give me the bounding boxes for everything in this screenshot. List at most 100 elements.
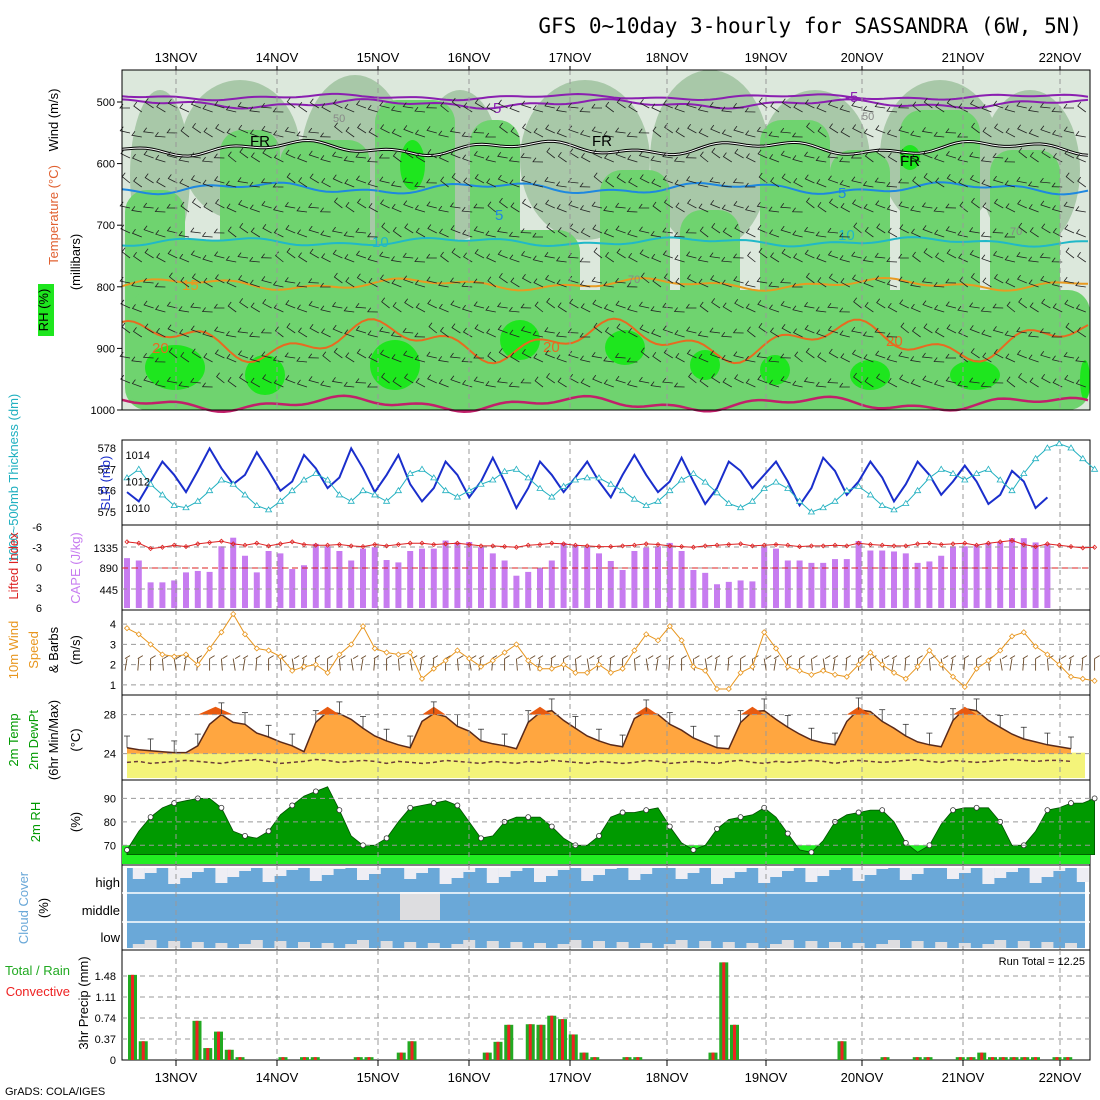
cape-bar-37 [560,542,567,608]
upper-wind-barb-89 [201,232,213,238]
lifted-point-16 [313,542,319,548]
upper-wind-barb-936 [1039,102,1051,109]
upper-wind-barb-306 [414,257,426,263]
date-top-1: 14NOV [256,50,299,65]
cloud-low-gap-51 [722,942,735,948]
cloud-high-gap-37 [557,868,570,870]
date-bottom-3: 16NOV [448,1070,491,1085]
upper-wind-barb-762 [862,256,874,263]
footer-credit: GrADS: COLA/IGES [5,1086,105,1098]
upper-wind-barb-573 [674,329,685,338]
cape-bar-72 [973,544,980,608]
cape-bar-10 [242,555,248,608]
upper-wind-barb-337 [449,127,461,134]
upper-wind-barb-476 [580,303,591,313]
upper-wind-barb-770 [876,148,886,159]
upper-wind-barb-510 [616,248,626,259]
upper-wind-barb-856 [959,201,969,213]
upper-wind-barb-23 [131,379,142,388]
upper-wind-barb-131 [239,373,249,384]
upper-wind-barb-694 [794,351,803,363]
ylabel-thickness: 1000~500mb Thickness (dm) [6,394,21,563]
upper-wind-barb-176 [285,300,296,309]
cape-bar-4 [171,580,178,608]
upper-wind-barb-848 [945,301,957,309]
wind-speed-point-78 [1044,651,1051,658]
upper-wind-barb-51 [167,174,178,184]
thickness-point-25 [418,465,426,472]
upper-wind-barb-964 [1063,201,1075,209]
cloud-low-gap-11 [250,940,263,948]
precip-conv-bar-0 [131,974,134,1060]
upper-wind-barb-214 [322,351,331,363]
upper-wind-barb-411 [520,175,532,184]
rh2m-point-80 [1068,800,1074,806]
cloud-high-gap-52 [734,868,747,872]
upper-wind-barb-74 [190,152,201,159]
upper-wind-barb-732 [839,104,850,113]
upper-wind-barb-622 [721,354,732,363]
upper-wind-barb-486 [593,247,603,259]
upper-wind-barb-375 [486,178,496,188]
upper-wind-barb-324 [440,101,449,113]
upper-wind-barb-178 [284,352,296,359]
ylabel-2m-dewpt: 2m DewPt [26,710,41,770]
surface-wind-barb-60 [832,655,839,671]
upper-wind-barb-333 [439,326,449,338]
wind-speed-point-76 [1020,629,1027,636]
upper-wind-barb-190 [296,356,308,363]
precip-tick-3: 0.37 [95,1034,116,1046]
upper-wind-barb-590 [699,151,709,163]
rh-saturated-patch-5 [690,350,720,380]
upper-wind-barb-43 [154,282,166,288]
upper-wind-barb-981 [1076,327,1087,338]
upper-wind-barb-270 [379,251,390,259]
cloud-low-gap-37 [557,944,570,948]
upper-wind-barb-507 [616,173,626,184]
upper-wind-barb-420 [532,105,544,113]
upper-wind-barb-719 [815,381,827,388]
upper-wind-barb-42 [156,252,166,263]
upper-wind-barb-859 [959,276,969,288]
wind-speed-point-67 [914,663,921,670]
wind-speed-point-74 [997,647,1004,654]
upper-wind-barb-542 [650,155,662,163]
upper-wind-barb-328 [438,205,449,213]
upper-wind-barb-322 [426,351,437,359]
cloud-high-gap-67 [911,868,924,874]
upper-wind-barb-341 [450,225,461,234]
cloud-high-gap-74 [994,868,1007,878]
upper-wind-barb-661 [768,131,780,138]
upper-wind-barb-288 [402,102,414,109]
upper-wind-barb-929 [1029,227,1039,238]
upper-wind-barb-977 [1075,229,1086,238]
surface-wind-barb-45 [655,655,662,671]
upper-wind-barb-293 [404,223,414,234]
cloud-high-gap-9 [227,868,240,877]
rh2m-point-16 [312,788,319,795]
rh2m-point-12 [265,828,272,835]
upper-wind-barb-101 [213,228,225,234]
temperature-max-cap-5 [740,706,765,715]
thickness-point-1 [135,465,143,472]
cloud-high-gap-13 [274,868,287,876]
cloud-high-gap-58 [805,868,818,882]
upper-wind-barb-468 [579,107,591,113]
cape-bar-75 [1009,538,1015,608]
isotherm-label-6: 5 [495,207,503,224]
wind-speed-point-18 [336,651,343,658]
thickness-point-3 [158,491,167,498]
cloud-high-gap-35 [534,868,546,882]
upper-wind-barb-365 [473,226,485,234]
lifted-point-54 [761,542,767,548]
upper-wind-barb-894 [992,250,1004,259]
precip-conv-bar-66 [840,1041,844,1060]
upper-wind-barb-183 [298,177,308,188]
upper-wind-barb-757 [863,128,874,138]
upper-wind-barb-291 [402,177,414,184]
upper-wind-barb-877 [982,127,992,138]
upper-wind-barb-336 [451,97,461,109]
rh-saturated-patch-10 [400,140,425,190]
upper-wind-barb-934 [1028,354,1039,363]
cloud-high-gap-4 [168,868,181,884]
